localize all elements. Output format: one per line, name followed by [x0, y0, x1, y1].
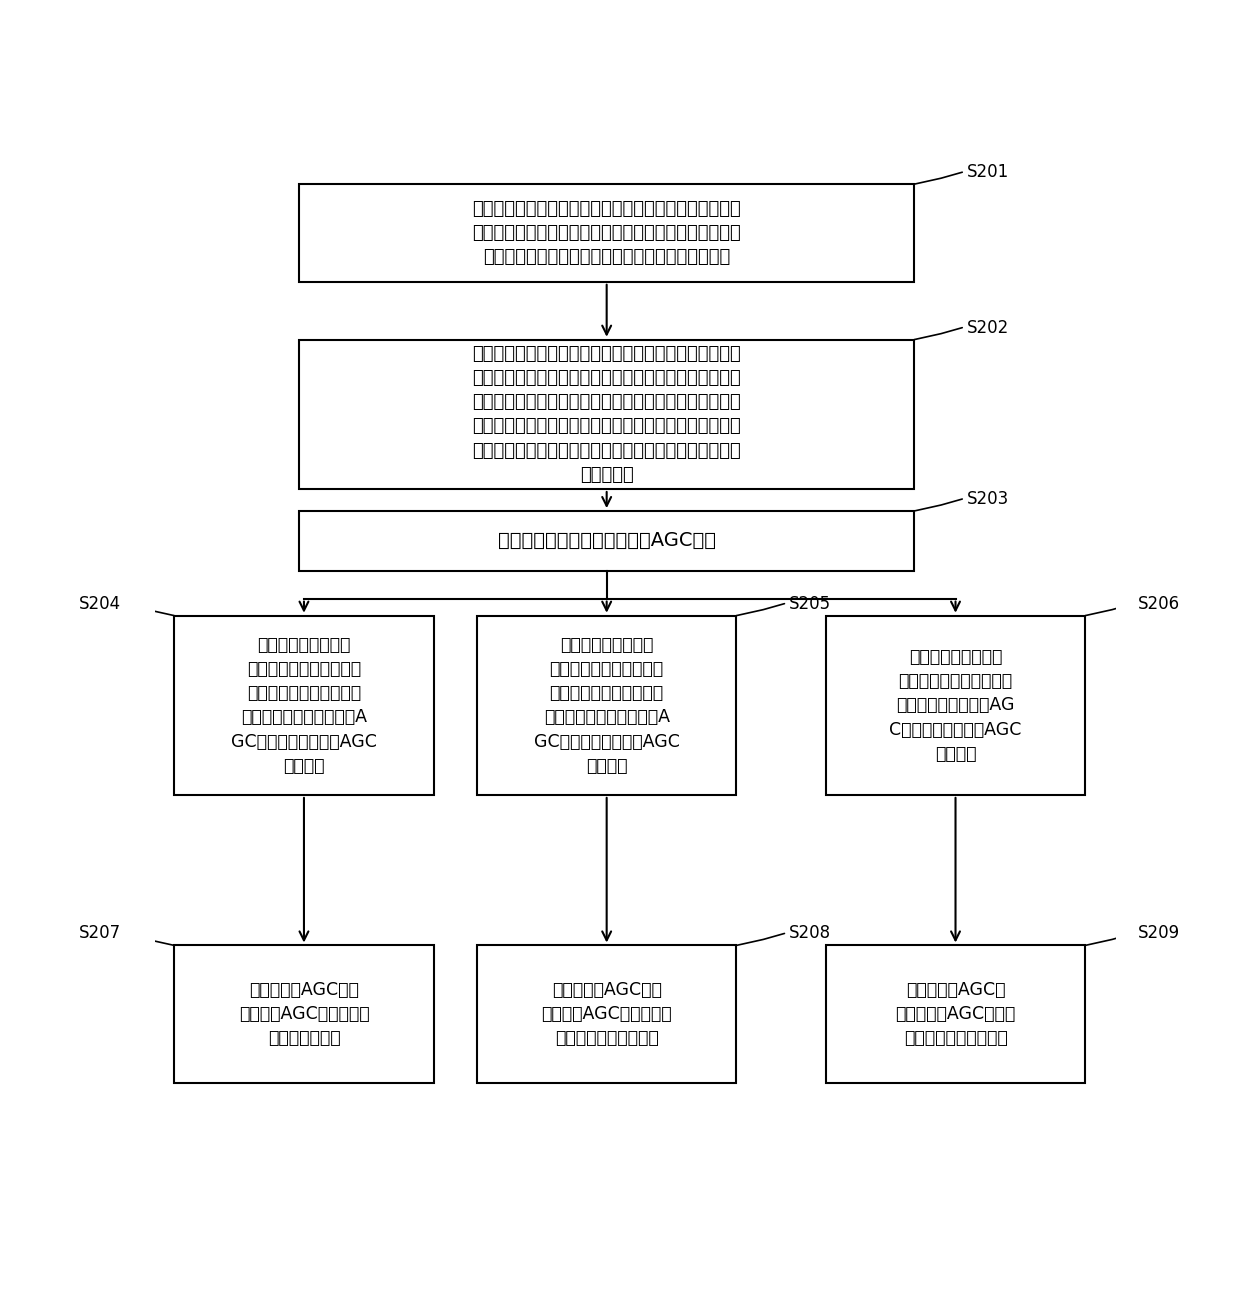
Bar: [299, 184, 914, 282]
Text: S202: S202: [967, 318, 1009, 336]
Text: 当判定当前AGC电压
小于第二AGC电压阈值时
，控制无人机切换频道: 当判定当前AGC电压 小于第二AGC电压阈值时 ，控制无人机切换频道: [542, 981, 672, 1047]
Bar: [299, 339, 914, 489]
Text: S203: S203: [967, 490, 1009, 509]
Bar: [477, 616, 737, 795]
Bar: [299, 511, 914, 571]
Text: S201: S201: [967, 163, 1009, 181]
Text: S204: S204: [79, 595, 122, 612]
Text: S205: S205: [789, 595, 831, 612]
Bar: [174, 946, 434, 1083]
Text: 当确定当前干扰信号
强度大于第二干扰信号强
度阈值且小于第三干扰信
号强度阈值时，判断当前A
GC电压是否小于第二AGC
电压阈值: 当确定当前干扰信号 强度大于第二干扰信号强 度阈值且小于第三干扰信 号强度阈值时…: [533, 635, 680, 775]
Text: 获取无人机电磁参数和外界电磁辐射干扰信息，电磁参数
包括无人机工作信号频率和工作信号强度，外界电磁辐射
干扰信息包括当前干扰信号频率和当前干扰信号强度: 获取无人机电磁参数和外界电磁辐射干扰信息，电磁参数 包括无人机工作信号频率和工作…: [472, 199, 742, 267]
Text: S209: S209: [1138, 924, 1180, 942]
Text: 当判定当前AGC电
压小于第三AGC电压阈
值时，控制无人机返程: 当判定当前AGC电 压小于第三AGC电压阈 值时，控制无人机返程: [895, 981, 1016, 1047]
Text: 获取无人机上的接收机的当前AGC电压: 获取无人机上的接收机的当前AGC电压: [497, 532, 715, 550]
Text: 当确定当前干扰信号
强度大于第一干扰信号强
度阈值且小于第二干扰信
号强度阈值时，判断当前A
GC电压是否小于第一AGC
电压阈值: 当确定当前干扰信号 强度大于第一干扰信号强 度阈值且小于第二干扰信 号强度阈值时…: [231, 635, 377, 775]
Text: S207: S207: [79, 924, 122, 942]
Text: S206: S206: [1138, 595, 1180, 612]
Bar: [826, 616, 1085, 795]
Text: 根据预存的电磁辐射敏感信息和获取的工作信号频率、工
作信号强度和当前干扰信号频率生成第一参数敏感阈值、
第二参数敏感阈值和第三参数敏感阈值，第一参数敏感阈
值包: 根据预存的电磁辐射敏感信息和获取的工作信号频率、工 作信号强度和当前干扰信号频率…: [472, 344, 742, 484]
Text: S208: S208: [789, 924, 831, 942]
Text: 当确定当前干扰信号
强度大于第三干扰信号强
度阈值时，判断当前AG
C电压是否小于第三AGC
电压阈值: 当确定当前干扰信号 强度大于第三干扰信号强 度阈值时，判断当前AG C电压是否小…: [889, 648, 1022, 763]
Bar: [477, 946, 737, 1083]
Bar: [826, 946, 1085, 1083]
Text: 当判定当前AGC电压
小于第一AGC电压阈值时
，生成预警信号: 当判定当前AGC电压 小于第一AGC电压阈值时 ，生成预警信号: [238, 981, 370, 1047]
Bar: [174, 616, 434, 795]
